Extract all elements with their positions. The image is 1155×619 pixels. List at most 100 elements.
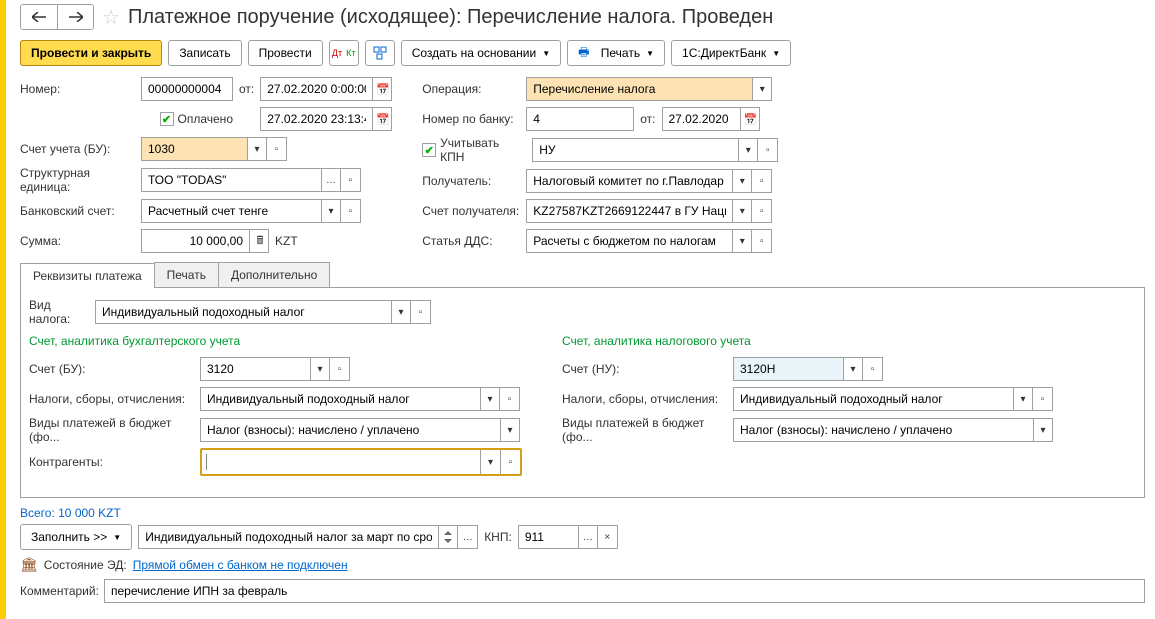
taxes-nu-dropdown-icon[interactable]: ▾: [1013, 387, 1033, 411]
comment-input[interactable]: [109, 583, 1140, 599]
ed-state-link[interactable]: Прямой обмен с банком не подключен: [133, 558, 348, 572]
fill-desc-spinner-icon[interactable]: [438, 525, 458, 549]
contragent-dropdown-icon[interactable]: ▾: [480, 450, 500, 474]
tax-type-dropdown-icon[interactable]: ▾: [391, 300, 411, 324]
knp-input[interactable]: [523, 529, 574, 545]
recipient-account-label: Счет получателя:: [422, 204, 520, 218]
tab-requisites[interactable]: Реквизиты платежа: [20, 263, 155, 288]
total-label: Всего: 10 000 KZT: [20, 506, 1145, 520]
recipient-dropdown-icon[interactable]: ▾: [732, 169, 752, 193]
favorite-star-icon[interactable]: ☆: [102, 5, 120, 30]
tax-type-open-icon[interactable]: ▫: [411, 300, 431, 324]
nav-back-button[interactable]: [21, 5, 57, 29]
recipient-account-open-icon[interactable]: ▫: [752, 199, 772, 223]
sum-input[interactable]: [146, 233, 245, 249]
toolbar: Провести и закрыть Записать Провести ДтК…: [20, 40, 1145, 66]
currency-label: KZT: [275, 234, 298, 248]
acc-nu-dropdown-icon[interactable]: ▾: [843, 357, 863, 381]
contragent-open-icon[interactable]: ▫: [500, 450, 520, 474]
recipient-open-icon[interactable]: ▫: [752, 169, 772, 193]
bank-label: Банковский счет:: [20, 204, 135, 218]
dds-label: Статья ДДС:: [422, 234, 520, 248]
fill-button[interactable]: Заполнить >>▼: [20, 524, 132, 550]
dds-open-icon[interactable]: ▫: [752, 229, 772, 253]
recipient-input[interactable]: [531, 173, 728, 189]
taxes-bu-label: Налоги, сборы, отчисления:: [29, 392, 194, 406]
dds-dropdown-icon[interactable]: ▾: [732, 229, 752, 253]
nav-forward-button[interactable]: [57, 5, 93, 29]
recipient-account-dropdown-icon[interactable]: ▾: [732, 199, 752, 223]
account-bu-open-icon[interactable]: ▫: [267, 137, 287, 161]
acc-bu-input[interactable]: [205, 361, 306, 377]
page-title: Платежное поручение (исходящее): Перечис…: [128, 6, 773, 29]
taxes-nu-open-icon[interactable]: ▫: [1033, 387, 1053, 411]
submit-and-close-button[interactable]: Провести и закрыть: [20, 40, 162, 66]
unit-input[interactable]: [146, 172, 317, 188]
section-nu-title: Счет, аналитика налогового учета: [562, 334, 1053, 348]
paid-date-calendar-icon[interactable]: [372, 107, 392, 131]
nav-buttons: [20, 4, 94, 30]
taxes-nu-input[interactable]: [738, 391, 1009, 407]
account-bu-input[interactable]: [146, 141, 243, 157]
date-input[interactable]: [265, 81, 368, 97]
fill-desc-input[interactable]: [143, 529, 434, 545]
bank-number-input[interactable]: [531, 111, 629, 127]
dds-input[interactable]: [531, 233, 728, 249]
bank-date-input[interactable]: [667, 111, 736, 127]
paid-checkbox[interactable]: ✔Оплачено: [160, 112, 233, 126]
tax-type-label: Вид налога:: [29, 298, 89, 326]
directbank-button[interactable]: 1С:ДиректБанк▼: [671, 40, 791, 66]
bank-number-label: Номер по банку:: [422, 112, 520, 126]
kpn-open-icon[interactable]: ▫: [758, 138, 778, 162]
print-button[interactable]: 🖶 Печать▼: [567, 40, 665, 66]
post-button[interactable]: Провести: [248, 40, 323, 66]
tax-type-input[interactable]: [100, 304, 387, 320]
kpn-input[interactable]: [537, 142, 734, 158]
acc-nu-open-icon[interactable]: ▫: [863, 357, 883, 381]
sum-label: Сумма:: [20, 234, 135, 248]
contragent-input[interactable]: [206, 454, 476, 470]
operation-input[interactable]: [531, 81, 748, 97]
paytype-nu-input[interactable]: [738, 422, 1029, 438]
write-button[interactable]: Записать: [168, 40, 241, 66]
unit-open-icon[interactable]: ▫: [341, 168, 361, 192]
paid-date-input[interactable]: [265, 111, 368, 127]
operation-dropdown-icon[interactable]: ▾: [752, 77, 772, 101]
recipient-account-input[interactable]: [531, 203, 728, 219]
taxes-bu-input[interactable]: [205, 391, 476, 407]
bank-input[interactable]: [146, 203, 317, 219]
bank-open-icon[interactable]: ▫: [341, 199, 361, 223]
number-input[interactable]: [146, 81, 228, 97]
tab-additional[interactable]: Дополнительно: [218, 262, 330, 287]
create-based-button[interactable]: Создать на основании▼: [401, 40, 561, 66]
taxes-bu-open-icon[interactable]: ▫: [500, 387, 520, 411]
kpn-checkbox[interactable]: ✔Учитывать КПН: [422, 136, 526, 164]
paytype-bu-input[interactable]: [205, 422, 496, 438]
section-bu-title: Счет, аналитика бухгалтерского учета: [29, 334, 522, 348]
unit-label: Структурная единица:: [20, 166, 135, 194]
sum-calc-icon[interactable]: [249, 229, 269, 253]
knp-clear-icon[interactable]: ×: [598, 525, 618, 549]
unit-more-icon[interactable]: …: [321, 168, 341, 192]
fill-desc-more-icon[interactable]: …: [458, 525, 478, 549]
paytype-nu-dropdown-icon[interactable]: ▾: [1033, 418, 1053, 442]
knp-more-icon[interactable]: …: [578, 525, 598, 549]
recipient-label: Получатель:: [422, 174, 520, 188]
from-label: от:: [239, 82, 254, 96]
acc-bu-dropdown-icon[interactable]: ▾: [310, 357, 330, 381]
account-bu-dropdown-icon[interactable]: ▾: [247, 137, 267, 161]
dtkt-button[interactable]: ДтКт: [329, 40, 359, 66]
structure-button[interactable]: [365, 40, 395, 66]
paytype-bu-label: Виды платежей в бюджет (фо...: [29, 416, 194, 444]
taxes-bu-dropdown-icon[interactable]: ▾: [480, 387, 500, 411]
acc-bu-open-icon[interactable]: ▫: [330, 357, 350, 381]
bank-dropdown-icon[interactable]: ▾: [321, 199, 341, 223]
ed-state-label: Состояние ЭД:: [44, 558, 127, 572]
tab-print[interactable]: Печать: [154, 262, 219, 287]
acc-nu-input[interactable]: [738, 361, 839, 377]
paytype-bu-dropdown-icon[interactable]: ▾: [500, 418, 520, 442]
date-calendar-icon[interactable]: [372, 77, 392, 101]
bank-date-calendar-icon[interactable]: [740, 107, 760, 131]
kpn-dropdown-icon[interactable]: ▾: [738, 138, 758, 162]
comment-label: Комментарий:: [20, 584, 98, 598]
